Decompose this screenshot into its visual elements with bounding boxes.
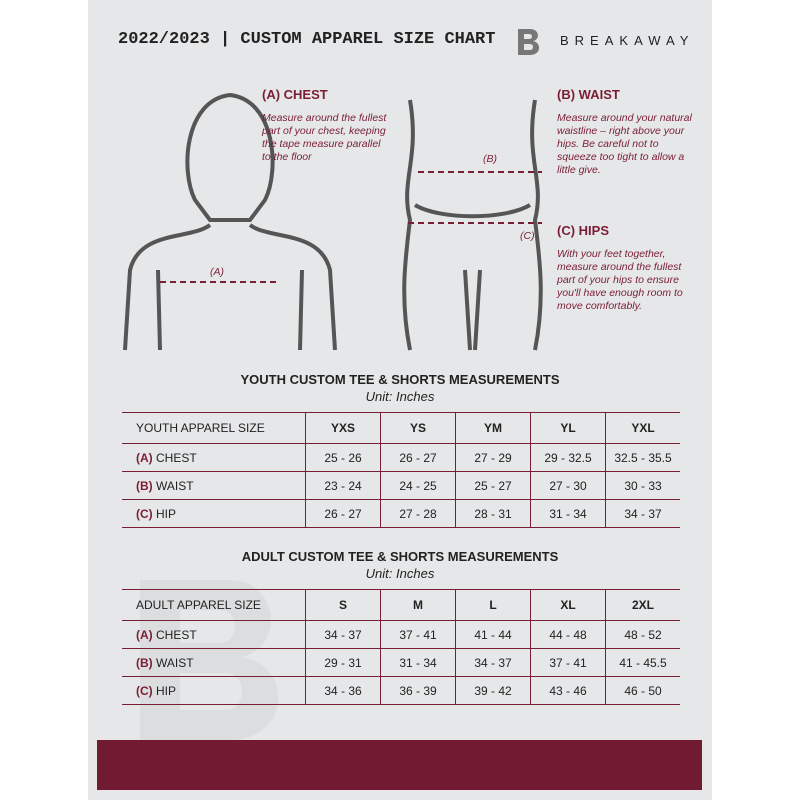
measure-value: 27 - 29 [455, 443, 531, 472]
brand-name: BREAKAWAY [560, 33, 695, 48]
measure-code: (A) [136, 627, 153, 642]
chest-description: Measure around the fullest part of your … [262, 112, 387, 163]
size-header: YL [530, 412, 606, 444]
measure-code: (C) [136, 683, 153, 698]
measure-name: HIP [156, 506, 177, 521]
measure-value: 31 - 34 [530, 499, 606, 528]
measure-value: 28 - 31 [455, 499, 531, 528]
measure-name: CHEST [156, 450, 197, 465]
waist-description: Measure around your natural waistline – … [557, 112, 692, 176]
measure-value: 27 - 28 [380, 499, 456, 528]
size-header: 2XL [605, 589, 680, 621]
header-row: YOUTH APPAREL SIZE YXS YS YM YL YXL [122, 412, 680, 444]
footer-band [97, 740, 702, 790]
youth-size-table: YOUTH APPAREL SIZE YXS YS YM YL YXL (A) CHEST 2… [122, 412, 680, 528]
waist-marker: (B) [483, 153, 497, 165]
measure-label: (C) HIP [122, 499, 306, 528]
measure-name: WAIST [156, 478, 194, 493]
measure-code: (A) [136, 450, 153, 465]
measure-value: 29 - 32.5 [530, 443, 606, 472]
adult-unit: Unit: Inches [365, 566, 435, 581]
chest-marker: (A) [210, 266, 224, 278]
size-header: YM [455, 412, 531, 444]
measure-value: 36 - 39 [380, 676, 456, 705]
head-outline [185, 92, 275, 222]
measure-name: HIP [156, 683, 177, 698]
measure-value: 34 - 37 [455, 648, 531, 677]
table-row: (C) HIP 26 - 27 27 - 28 28 - 31 31 - 34 34 - … [122, 499, 680, 528]
measure-value: 32.5 - 35.5 [605, 443, 680, 472]
size-header: YXS [305, 412, 381, 444]
measure-label: (B) WAIST [122, 471, 306, 500]
size-header: YS [380, 412, 456, 444]
brand-logo-icon [518, 29, 540, 55]
measure-value: 34 - 37 [605, 499, 680, 528]
table-row: (A) CHEST 34 - 37 37 - 41 41 - 44 44 - 48 48 … [122, 620, 680, 649]
hips-heading: (C) HIPS [557, 223, 609, 238]
measure-value: 23 - 24 [305, 471, 381, 500]
measure-value: 25 - 26 [305, 443, 381, 472]
hips-description: With your feet together, measure around … [557, 248, 683, 312]
measure-code: (C) [136, 506, 153, 521]
hips-marker: (C) [520, 230, 535, 242]
shoulders-outline [123, 223, 337, 351]
measure-value: 48 - 52 [605, 620, 680, 649]
youth-unit: Unit: Inches [365, 389, 435, 404]
measure-value: 31 - 34 [380, 648, 456, 677]
body-illustrations [123, 92, 543, 351]
measure-value: 43 - 46 [530, 676, 606, 705]
measure-value: 26 - 27 [305, 499, 381, 528]
measure-label: (A) CHEST [122, 443, 306, 472]
measure-label: (A) CHEST [122, 620, 306, 649]
measure-value: 39 - 42 [455, 676, 531, 705]
page-title: 2022/2023 | CUSTOM APPAREL SIZE CHART [118, 30, 496, 49]
size-column-header: YOUTH APPAREL SIZE [122, 412, 306, 444]
measure-value: 37 - 41 [530, 648, 606, 677]
measure-value: 26 - 27 [380, 443, 456, 472]
measure-value: 41 - 45.5 [605, 648, 680, 677]
measure-label: (B) WAIST [122, 648, 306, 677]
table-row: (B) WAIST 29 - 31 31 - 34 34 - 37 37 - 41 41 … [122, 648, 680, 677]
measure-value: 37 - 41 [380, 620, 456, 649]
measure-name: WAIST [156, 655, 194, 670]
header-row: ADULT APPAREL SIZE S M L XL 2XL [122, 589, 680, 621]
measure-name: CHEST [156, 627, 197, 642]
measure-label: (C) HIP [122, 676, 306, 705]
adult-size-table: ADULT APPAREL SIZE S M L XL 2XL (A) CHEST 34 - … [122, 589, 680, 705]
measure-value: 44 - 48 [530, 620, 606, 649]
measure-code: (B) [136, 655, 153, 670]
measure-value: 29 - 31 [305, 648, 381, 677]
size-header: M [380, 589, 456, 621]
youth-section-title: YOUTH CUSTOM TEE & SHORTS MEASUREMENTS [240, 372, 560, 387]
torso-outline [402, 99, 543, 351]
size-header: XL [530, 589, 606, 621]
table-row: (B) WAIST 23 - 24 24 - 25 25 - 27 27 - 30 30 … [122, 471, 680, 500]
measure-value: 41 - 44 [455, 620, 531, 649]
measure-value: 34 - 36 [305, 676, 381, 705]
measure-value: 46 - 50 [605, 676, 680, 705]
measure-value: 34 - 37 [305, 620, 381, 649]
measure-value: 24 - 25 [380, 471, 456, 500]
measure-code: (B) [136, 478, 153, 493]
measure-value: 27 - 30 [530, 471, 606, 500]
size-header: L [455, 589, 531, 621]
size-header: YXL [605, 412, 680, 444]
size-column-header: ADULT APPAREL SIZE [122, 589, 306, 621]
table-row: (A) CHEST 25 - 26 26 - 27 27 - 29 29 - 32.5 3… [122, 443, 680, 472]
measure-value: 30 - 33 [605, 471, 680, 500]
measure-value: 25 - 27 [455, 471, 531, 500]
waist-heading: (B) WAIST [557, 87, 620, 102]
size-header: S [305, 589, 381, 621]
table-row: (C) HIP 34 - 36 36 - 39 39 - 42 43 - 46 46 - … [122, 676, 680, 705]
chest-heading: (A) CHEST [262, 87, 328, 102]
adult-section-title: ADULT CUSTOM TEE & SHORTS MEASUREMENTS [241, 549, 559, 564]
